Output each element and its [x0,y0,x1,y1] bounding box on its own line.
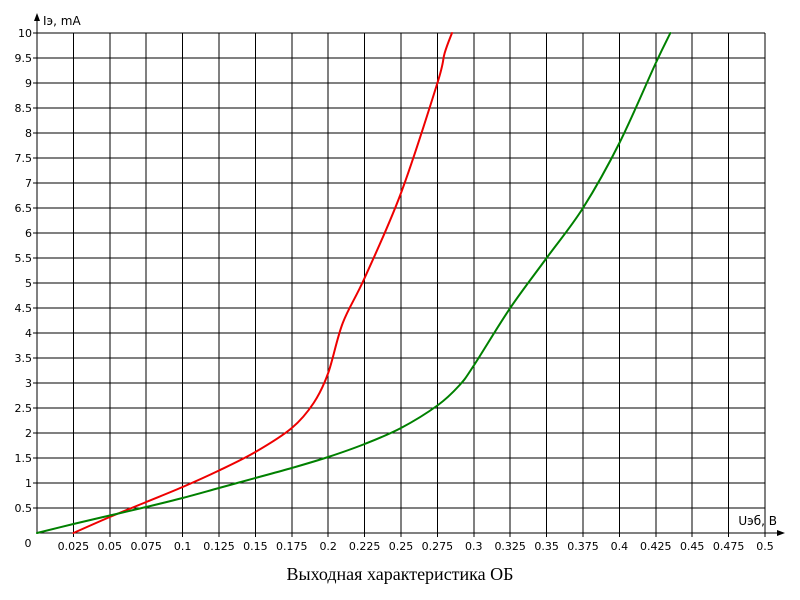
y-tick-label: 4 [25,327,32,340]
x-tick-label: 0.25 [389,540,414,553]
x-tick-label: 0.15 [243,540,268,553]
x-tick-label: 0.225 [349,540,381,553]
y-tick-label: 4.5 [15,302,33,315]
y-tick-label: 6.5 [15,202,33,215]
x-tick-label: 0.425 [640,540,672,553]
y-tick-label: 9 [25,77,32,90]
x-tick-label: 0.275 [422,540,454,553]
y-tick-label: 7 [25,177,32,190]
y-axis-arrow-icon [34,13,40,21]
y-tick-label: 2 [25,427,32,440]
x-tick-label: 0.1 [174,540,192,553]
chart-title: Выходная характеристика ОБ [286,564,514,584]
x-tick-label: 0.35 [534,540,559,553]
x-tick-label: 0.3 [465,540,483,553]
y-tick-label: 8 [25,127,32,140]
x-tick-label: 0.2 [319,540,337,553]
x-tick-label: 0.5 [756,540,774,553]
y-tick-label: 5.5 [15,252,33,265]
series-line-2 [36,32,672,534]
x-axis-arrow-icon [777,530,785,536]
x-tick-label: 0.125 [203,540,235,553]
y-tick-label: 1.5 [15,452,33,465]
y-tick-label: 8.5 [15,102,33,115]
y-tick-label: 9.5 [15,52,33,65]
y-tick-label: 5 [25,277,32,290]
y-tick-label: 6 [25,227,32,240]
y-tick-label: 7.5 [15,152,33,165]
x-tick-label: 0.4 [611,540,629,553]
series-line-1 [72,32,453,534]
x-tick-label: 0.325 [494,540,526,553]
y-axis-label: Iэ, mA [43,14,81,28]
x-tick-label: 0.075 [130,540,162,553]
x-tick-label: 0.45 [680,540,705,553]
x-tick-label: 0.025 [58,540,90,553]
x-axis-label: Uэб, В [738,514,777,528]
y-tick-label: 2.5 [15,402,33,415]
x-tick-label: 0.475 [713,540,745,553]
y-tick-label: 0.5 [15,502,33,515]
x-tick-label: 0.05 [98,540,123,553]
y-tick-label: 10 [18,27,32,40]
x-tick-label: 0.175 [276,540,308,553]
x-tick-label: 0.375 [567,540,599,553]
y-tick-label: 3.5 [15,352,33,365]
origin-label: 0 [25,537,32,550]
y-tick-label: 3 [25,377,32,390]
y-tick-label: 1 [25,477,32,490]
